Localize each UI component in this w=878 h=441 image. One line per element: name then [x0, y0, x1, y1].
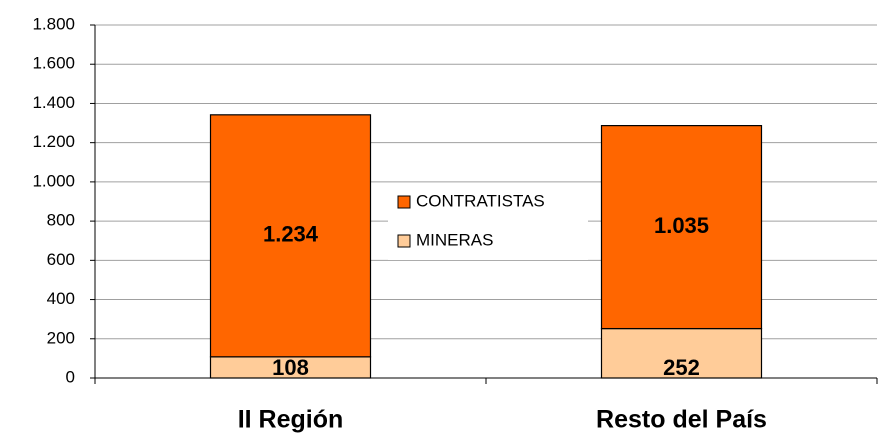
y-tick-label: 600 — [47, 250, 75, 269]
value-label: 1.035 — [654, 213, 709, 238]
legend-box — [388, 184, 588, 260]
bar-segment — [209, 114, 372, 358]
y-tick-label: 1.200 — [32, 132, 75, 151]
legend-swatch — [397, 234, 411, 248]
bar-segment — [600, 125, 763, 330]
value-label: 252 — [663, 355, 700, 380]
value-label: 1.234 — [263, 222, 319, 247]
y-tick-label: 800 — [47, 211, 75, 230]
y-tick-label: 1.600 — [32, 54, 75, 73]
legend-label: CONTRATISTAS — [416, 191, 545, 210]
value-label: 108 — [272, 355, 309, 380]
y-tick-label: 400 — [47, 289, 75, 308]
y-tick-label: 1.400 — [32, 93, 75, 112]
y-tick-label: 1.800 — [32, 14, 75, 33]
legend-label: MINERAS — [416, 230, 493, 249]
x-tick-label: Resto del País — [596, 406, 767, 434]
legend-swatch — [397, 195, 411, 209]
x-tick-label: II Región — [238, 406, 344, 434]
y-tick-label: 200 — [47, 328, 75, 347]
y-tick-label: 0 — [66, 367, 75, 386]
y-tick-label: 1.000 — [32, 171, 75, 190]
bar-segment — [600, 327, 763, 379]
